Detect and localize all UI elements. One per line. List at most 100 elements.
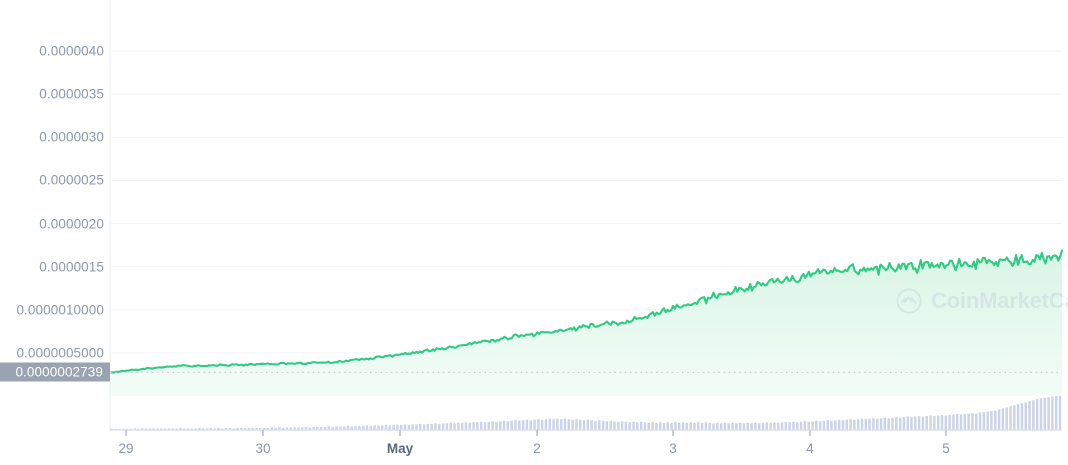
- volume-bar: [270, 427, 273, 430]
- volume-bar: [674, 422, 677, 430]
- volume-bar: [358, 425, 361, 430]
- volume-bar: [339, 426, 342, 430]
- volume-bar: [1032, 400, 1035, 430]
- volume-bar: [232, 428, 235, 430]
- volume-bar: [133, 428, 136, 430]
- volume-bar: [571, 419, 574, 430]
- volume-bar: [281, 427, 285, 430]
- volume-bar: [914, 416, 917, 430]
- volume-bar: [670, 422, 673, 430]
- y-axis-tick-label: 0.0000010000: [16, 302, 104, 318]
- volume-bar: [483, 422, 487, 430]
- volume-bar: [910, 417, 913, 430]
- volume-bar: [609, 420, 612, 430]
- volume-bar: [327, 426, 331, 430]
- volume-bar: [868, 418, 871, 430]
- y-axis-labels: 0.0000040 0.0000035 0.0000030 0.0000025 0.00…: [0, 0, 104, 460]
- volume-bar: [746, 422, 749, 430]
- volume-bar: [578, 419, 582, 430]
- volume-bar: [742, 423, 746, 430]
- volume-bar: [780, 422, 784, 430]
- volume-bar: [274, 427, 277, 430]
- volume-bar: [434, 423, 437, 430]
- volume-bar: [403, 424, 407, 430]
- volume-bar: [190, 428, 194, 430]
- volume-bar: [217, 427, 220, 430]
- volume-bar: [1039, 398, 1043, 430]
- volume-bar: [540, 419, 544, 430]
- volume-bar: [228, 427, 232, 430]
- volume-bar: [301, 427, 304, 430]
- volume-bar: [811, 421, 814, 430]
- volume-bar: [202, 428, 205, 430]
- volume-bar: [422, 424, 426, 430]
- volume-bar: [978, 412, 982, 430]
- volume-bar: [921, 416, 925, 430]
- volume-bar: [925, 416, 928, 430]
- volume-bar: [723, 422, 727, 430]
- volume-bar: [982, 412, 986, 430]
- volume-bar: [716, 422, 719, 430]
- volume-bar: [594, 420, 597, 430]
- volume-bar: [784, 421, 788, 430]
- volume-bar: [342, 426, 346, 430]
- volume-bar: [445, 423, 449, 430]
- volume-bar: [487, 421, 491, 430]
- volume-bar: [990, 410, 993, 430]
- volume-bar: [430, 423, 433, 430]
- volume-bar: [262, 427, 266, 430]
- volume-bar: [396, 424, 399, 430]
- volume-bar: [815, 420, 818, 430]
- volume-bar: [849, 419, 852, 430]
- volume-bar: [681, 422, 685, 430]
- volume-bar: [689, 422, 692, 430]
- volume-bar: [141, 428, 144, 430]
- volume-bar: [213, 428, 216, 430]
- volume-bar: [997, 409, 1001, 430]
- volume-bar: [1009, 406, 1012, 430]
- volume-bar: [544, 419, 548, 430]
- volume-bar: [788, 422, 791, 430]
- volume-bar: [872, 418, 875, 430]
- y-axis-tick-label: 0.0000030: [39, 129, 104, 145]
- x-axis-tick-label: 3: [669, 441, 677, 456]
- volume-bar: [601, 420, 605, 430]
- volume-bar: [757, 423, 761, 430]
- volume-bar: [864, 419, 868, 430]
- volume-bar: [548, 418, 551, 430]
- volume-bar: [537, 419, 540, 430]
- volume-bar: [415, 424, 418, 430]
- volume-bar: [575, 419, 578, 430]
- volume-bar: [590, 420, 593, 430]
- volume-bar: [582, 420, 586, 430]
- volume-bar: [514, 420, 517, 430]
- volume-bar: [312, 426, 315, 430]
- volume-bar: [967, 413, 970, 430]
- volume-bar: [735, 423, 738, 430]
- grid-lines: [110, 50, 1062, 354]
- volume-bar: [518, 420, 521, 430]
- volume-bar: [643, 422, 647, 430]
- volume-bar: [521, 420, 525, 430]
- x-axis-tick-label: May: [386, 441, 414, 456]
- volume-bar: [1016, 404, 1020, 430]
- volume-bar: [1051, 396, 1054, 430]
- volume-bar: [678, 422, 681, 430]
- volume-bar: [297, 427, 300, 430]
- volume-bar: [441, 423, 445, 430]
- volume-bar: [194, 428, 197, 430]
- volume-bar: [346, 425, 350, 430]
- volume-bar: [567, 419, 571, 430]
- volume-bar: [807, 421, 810, 430]
- volume-bar: [369, 425, 372, 430]
- volume-bar: [293, 427, 296, 430]
- volume-bar: [438, 423, 441, 430]
- volume-bar: [464, 422, 468, 430]
- volume-bar: [598, 420, 601, 430]
- volume-bar: [380, 425, 384, 430]
- volume-bar: [240, 427, 243, 430]
- volume-bar: [975, 413, 978, 430]
- volume-bar: [152, 428, 155, 430]
